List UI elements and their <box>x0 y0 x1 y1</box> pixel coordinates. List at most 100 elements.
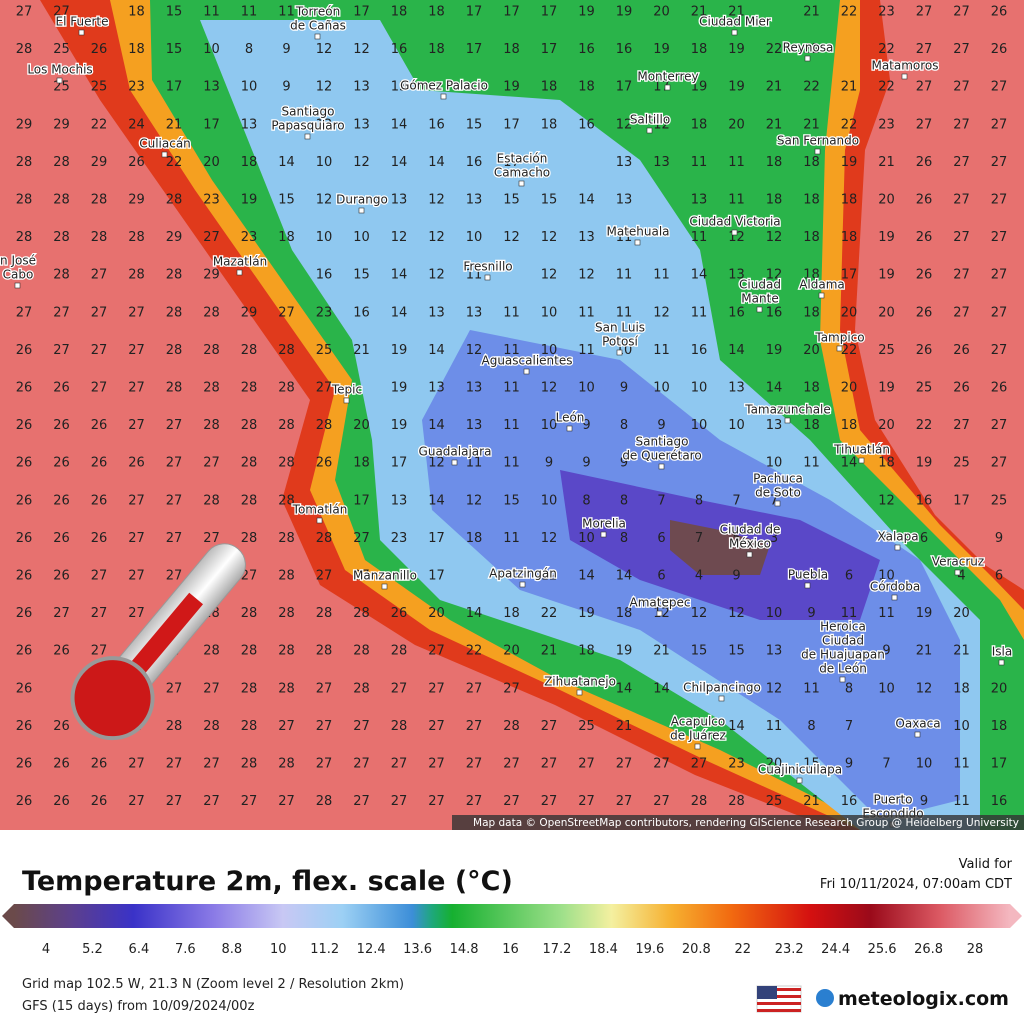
grid-value: 16 <box>841 794 858 809</box>
grid-value: 26 <box>916 230 933 245</box>
grid-value: 18 <box>503 606 520 621</box>
colorbar-tick-label: 18.4 <box>589 942 618 957</box>
grid-value: 14 <box>391 268 408 283</box>
grid-value: 18 <box>803 155 820 170</box>
grid-value: 15 <box>503 193 520 208</box>
grid-value: 10 <box>353 230 370 245</box>
city-marker <box>774 500 781 507</box>
brand-logo <box>816 989 834 1007</box>
city-marker <box>796 777 803 784</box>
grid-value: 27 <box>91 606 108 621</box>
grid-value: 8 <box>582 493 590 508</box>
grid-value: 18 <box>803 268 820 283</box>
grid-value: 4 <box>695 569 703 584</box>
grid-value: 27 <box>991 343 1008 358</box>
grid-value: 27 <box>691 757 708 772</box>
grid-value: 10 <box>878 569 895 584</box>
flag-stripe <box>757 1002 801 1005</box>
city-label: Cuajinicuilapa <box>758 763 842 777</box>
grid-value: 15 <box>278 193 295 208</box>
grid-value: 27 <box>428 794 445 809</box>
grid-value: 10 <box>691 418 708 433</box>
city-marker <box>576 689 583 696</box>
brand[interactable]: meteologix.com <box>838 988 1009 1010</box>
colorbar-tick-label: 6.4 <box>129 942 150 957</box>
grid-value: 22 <box>878 80 895 95</box>
grid-value: 5 <box>732 531 740 546</box>
grid-value: 26 <box>16 644 33 659</box>
city-label: Reynosa <box>783 41 834 55</box>
grid-value: 28 <box>241 381 258 396</box>
grid-value: 27 <box>466 757 483 772</box>
grid-value: 12 <box>878 493 895 508</box>
grid-value: 21 <box>953 644 970 659</box>
city-label: Puerto <box>874 793 913 807</box>
grid-value: 28 <box>203 644 220 659</box>
grid-value: 18 <box>428 42 445 57</box>
grid-value: 18 <box>391 5 408 20</box>
grid-value: 27 <box>203 681 220 696</box>
grid-value: 10 <box>578 531 595 546</box>
grid-value: 27 <box>616 757 633 772</box>
grid-value: 27 <box>91 569 108 584</box>
grid-value: 21 <box>616 719 633 734</box>
grid-value: 11 <box>578 305 595 320</box>
city-label: Matamoros <box>871 59 938 73</box>
grid-value: 18 <box>803 305 820 320</box>
city-label: Córdoba <box>870 580 920 594</box>
city-label: Ciudad Mier <box>699 15 771 29</box>
grid-value: 14 <box>391 155 408 170</box>
grid-value: 14 <box>278 155 295 170</box>
grid-value: 28 <box>316 794 333 809</box>
grid-value: 26 <box>316 456 333 471</box>
grid-value: 27 <box>91 343 108 358</box>
grid-value: 27 <box>166 456 183 471</box>
grid-value: 26 <box>91 42 108 57</box>
grid-value: 27 <box>128 305 145 320</box>
grid-value: 13 <box>616 193 633 208</box>
city-label: Apatzingán <box>489 567 557 581</box>
grid-value: 27 <box>278 719 295 734</box>
grid-value: 26 <box>53 644 70 659</box>
grid-value: 8 <box>845 681 853 696</box>
grid-value: 12 <box>428 268 445 283</box>
colorbar-tick-label: 24.4 <box>821 942 850 957</box>
grid-value: 26 <box>16 719 33 734</box>
city-marker <box>894 544 901 551</box>
grid-value: 21 <box>878 155 895 170</box>
grid-value: 8 <box>807 719 815 734</box>
city-label: Aguascalientes <box>482 354 573 368</box>
grid-value: 8 <box>620 493 628 508</box>
city-label: Pachuca <box>753 472 803 486</box>
grid-value: 27 <box>353 794 370 809</box>
grid-value: 26 <box>128 456 145 471</box>
grid-value: 27 <box>428 644 445 659</box>
grid-value: 13 <box>203 80 220 95</box>
grid-value: 27 <box>203 757 220 772</box>
grid-value: 27 <box>316 381 333 396</box>
valid-label: Valid for <box>959 857 1013 872</box>
grid-value: 11 <box>203 5 220 20</box>
city-marker <box>381 583 388 590</box>
grid-value: 16 <box>578 42 595 57</box>
grid-value: 27 <box>466 794 483 809</box>
grid-value: 27 <box>166 569 183 584</box>
grid-value: 7 <box>657 493 665 508</box>
grid-value: 25 <box>916 381 933 396</box>
grid-value: 27 <box>428 719 445 734</box>
grid-value: 26 <box>16 343 33 358</box>
grid-value: 28 <box>316 644 333 659</box>
grid-value: 27 <box>391 757 408 772</box>
grid-value: 6 <box>657 569 665 584</box>
grid-value: 23 <box>203 193 220 208</box>
grid-value: 22 <box>803 80 820 95</box>
grid-value: 16 <box>428 117 445 132</box>
grid-value: 11 <box>503 531 520 546</box>
grid-value: 27 <box>91 268 108 283</box>
grid-value: 10 <box>953 719 970 734</box>
grid-value: 10 <box>203 42 220 57</box>
grid-value: 28 <box>241 644 258 659</box>
city-marker <box>484 274 491 281</box>
grid-value: 28 <box>16 193 33 208</box>
grid-value: 12 <box>428 456 445 471</box>
